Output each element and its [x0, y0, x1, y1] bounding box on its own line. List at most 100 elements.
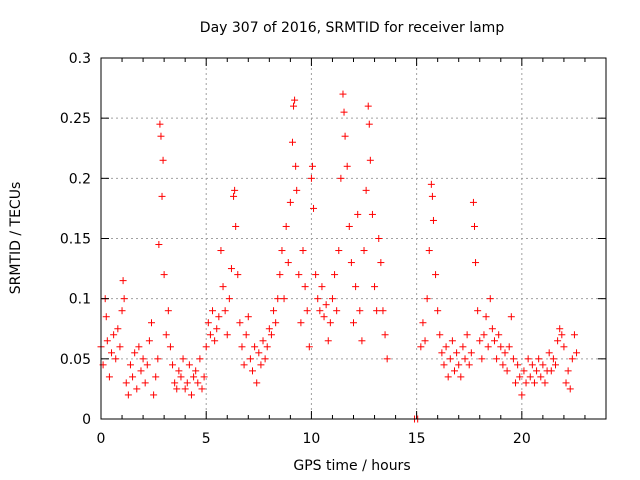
- data-point: [288, 138, 296, 146]
- data-point: [173, 385, 181, 393]
- data-point: [120, 295, 128, 303]
- data-point: [198, 385, 206, 393]
- data-point: [345, 222, 353, 230]
- data-point: [263, 343, 271, 351]
- x-axis-title: GPS time / hours: [293, 458, 410, 474]
- data-point: [535, 355, 543, 363]
- data-point: [143, 361, 151, 369]
- data-point: [272, 319, 280, 327]
- data-point: [312, 271, 320, 279]
- data-point: [451, 367, 458, 375]
- data-point: [308, 162, 316, 170]
- data-point: [295, 271, 303, 279]
- data-point: [482, 313, 490, 321]
- data-point: [533, 367, 541, 375]
- data-points: [97, 90, 581, 423]
- data-point: [564, 367, 572, 375]
- data-point: [324, 337, 332, 345]
- data-point: [185, 361, 193, 369]
- data-point: [545, 349, 553, 357]
- data-point: [316, 307, 324, 315]
- data-point: [340, 108, 348, 116]
- data-point: [310, 204, 318, 212]
- data-point: [352, 283, 360, 291]
- data-point: [530, 379, 538, 387]
- data-point: [486, 295, 494, 303]
- data-point: [331, 271, 339, 279]
- data-point: [488, 325, 496, 333]
- data-point: [227, 265, 235, 273]
- data-point: [446, 355, 454, 363]
- y-tick-label: 0.25: [60, 111, 91, 127]
- data-point: [442, 343, 450, 351]
- data-point: [129, 373, 137, 381]
- data-point: [328, 295, 336, 303]
- data-point: [558, 331, 566, 339]
- data-point: [135, 343, 143, 351]
- data-point: [215, 313, 223, 321]
- data-point: [255, 349, 263, 357]
- data-point: [493, 355, 501, 363]
- data-point: [417, 343, 425, 351]
- data-point: [261, 355, 269, 363]
- data-point: [187, 391, 195, 399]
- data-point: [249, 367, 256, 375]
- x-tick-label: 0: [97, 431, 106, 447]
- data-point: [365, 120, 373, 128]
- data-point: [286, 198, 294, 206]
- data-point: [183, 379, 191, 387]
- data-point: [373, 307, 381, 315]
- data-point: [512, 379, 520, 387]
- data-point: [341, 132, 349, 140]
- data-point: [164, 307, 172, 315]
- data-point: [356, 307, 364, 315]
- data-point: [444, 373, 452, 381]
- data-point: [232, 222, 240, 230]
- data-point: [505, 343, 513, 351]
- data-point: [556, 325, 564, 333]
- data-point: [230, 192, 238, 200]
- data-point: [547, 367, 555, 375]
- data-point: [541, 379, 549, 387]
- data-point: [520, 367, 528, 375]
- data-point: [467, 349, 475, 357]
- data-point: [503, 367, 511, 375]
- data-point: [432, 271, 440, 279]
- data-point: [459, 343, 467, 351]
- data-point: [318, 283, 326, 291]
- data-point: [204, 319, 212, 327]
- data-point: [421, 337, 429, 345]
- data-point: [453, 349, 461, 357]
- data-point: [480, 331, 488, 339]
- data-point: [354, 210, 362, 218]
- data-point: [292, 162, 300, 170]
- data-point: [526, 373, 534, 381]
- data-point: [381, 331, 389, 339]
- data-point: [158, 192, 166, 200]
- data-point: [118, 307, 126, 315]
- data-point: [179, 355, 187, 363]
- data-point: [476, 337, 484, 345]
- data-point: [105, 373, 113, 381]
- data-point: [150, 391, 158, 399]
- data-point: [364, 102, 372, 110]
- data-point: [276, 271, 284, 279]
- data-point: [192, 367, 200, 375]
- data-point: [159, 156, 167, 164]
- data-point: [425, 247, 433, 255]
- data-point: [484, 343, 492, 351]
- data-point: [509, 355, 517, 363]
- data-point: [524, 355, 532, 363]
- data-point: [246, 355, 254, 363]
- data-point: [375, 235, 383, 242]
- data-point: [137, 367, 145, 375]
- data-point: [307, 174, 315, 182]
- data-point: [472, 259, 480, 267]
- data-point: [196, 355, 204, 363]
- x-tick-label: 10: [303, 431, 321, 447]
- data-point: [562, 379, 570, 387]
- data-point: [339, 90, 347, 98]
- data-point: [202, 343, 210, 351]
- data-point: [335, 247, 343, 255]
